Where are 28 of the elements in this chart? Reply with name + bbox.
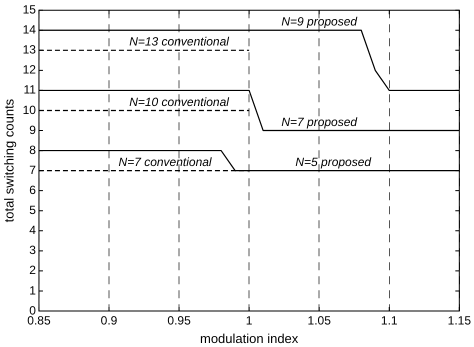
y-tick-label: 11 <box>23 82 36 97</box>
annotation: N=9 proposed <box>281 14 358 29</box>
y-tick-label: 12 <box>22 62 36 77</box>
x-tick-label: 0.95 <box>167 314 192 328</box>
y-tick-label: 14 <box>22 22 36 37</box>
y-tick-label: 2 <box>29 263 36 278</box>
x-tick-label: 0.9 <box>100 314 118 328</box>
y-tick-label: 6 <box>29 182 36 197</box>
y-tick-label: 5 <box>29 203 36 218</box>
y-tick-label: 15 <box>22 2 36 17</box>
y-tick-label: 4 <box>29 223 36 238</box>
x-tick-label: 1.15 <box>448 314 472 328</box>
y-axis-title: total switching counts <box>1 98 16 222</box>
y-tick-label: 7 <box>29 162 36 177</box>
y-tick-label: 9 <box>29 122 36 137</box>
y-tick-label: 3 <box>29 243 36 258</box>
annotation: N=5 proposed <box>295 154 372 169</box>
annotation: N=7 conventional <box>118 154 212 169</box>
annotation: N=7 proposed <box>281 114 358 129</box>
x-axis-title: modulation index <box>200 330 299 346</box>
y-tick-label: 1 <box>29 283 36 298</box>
x-tick-label: 1.05 <box>308 314 332 328</box>
y-tick-label: 13 <box>22 42 36 57</box>
x-tick-label: 1.1 <box>380 314 398 328</box>
annotation: N=10 conventional <box>129 94 230 109</box>
x-tick-label: 1 <box>246 314 253 328</box>
y-tick-label: 8 <box>29 142 36 157</box>
y-tick-label: 10 <box>22 102 36 117</box>
